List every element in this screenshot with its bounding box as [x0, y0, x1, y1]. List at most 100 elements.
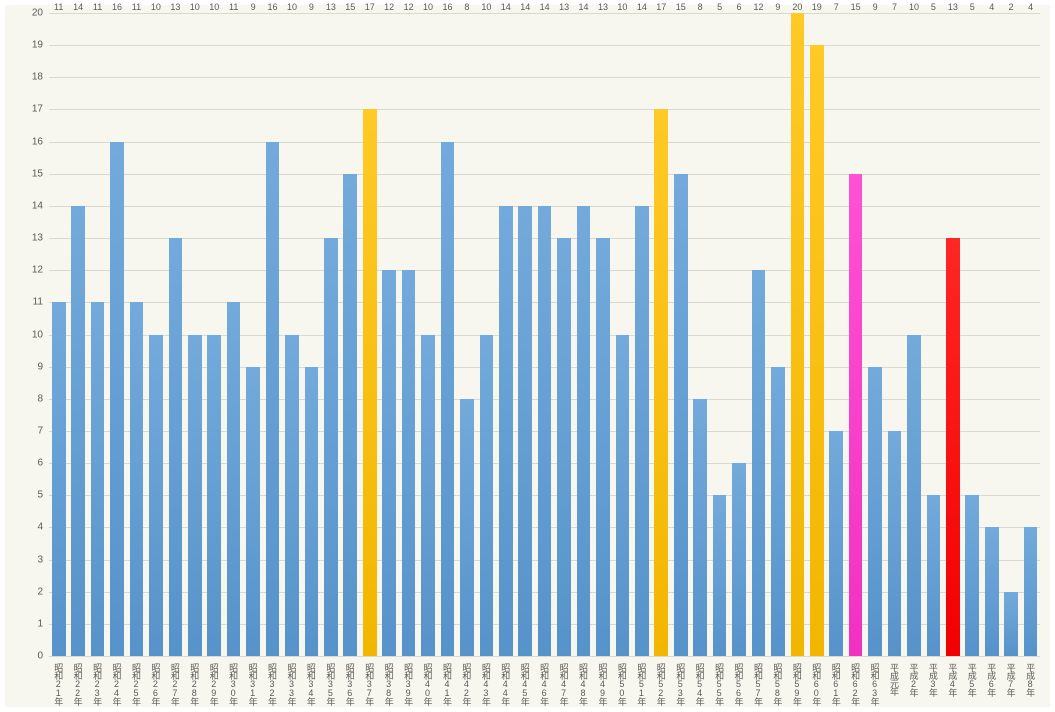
- bar: 10: [207, 335, 221, 657]
- bar-value-label: 10: [423, 2, 433, 12]
- bar-slot: 10: [282, 13, 301, 656]
- bar: 16: [266, 142, 280, 656]
- x-tick-label: 昭和58年: [771, 663, 784, 705]
- bar-value-label: 13: [326, 2, 336, 12]
- x-label-slot: 昭和32年: [263, 659, 282, 707]
- x-label-slot: 昭和30年: [224, 659, 243, 707]
- bar: 7: [888, 431, 902, 656]
- bar: 14: [71, 206, 85, 656]
- bar-slot: 20: [788, 13, 807, 656]
- bar-value-label: 10: [190, 2, 200, 12]
- x-label-slot: 平成2年: [904, 659, 923, 707]
- bar: 8: [693, 399, 707, 656]
- bar-value-label: 8: [464, 2, 469, 12]
- bar-slot: 9: [768, 13, 787, 656]
- x-label-slot: 昭和24年: [107, 659, 126, 707]
- bar-slot: 11: [127, 13, 146, 656]
- x-tick-label: 昭和40年: [422, 663, 435, 705]
- x-tick-label: 昭和41年: [441, 663, 454, 705]
- bar-slot: 10: [904, 13, 923, 656]
- x-tick-label: 昭和61年: [830, 663, 843, 705]
- bar-value-label: 15: [851, 2, 861, 12]
- bar-value-label: 10: [909, 2, 919, 12]
- bar-value-label: 7: [834, 2, 839, 12]
- x-tick-label: 昭和25年: [130, 663, 143, 705]
- bar-value-label: 16: [268, 2, 278, 12]
- bar-value-label: 9: [251, 2, 256, 12]
- bar-slot: 13: [166, 13, 185, 656]
- x-tick-label: 昭和53年: [674, 663, 687, 705]
- bar-slot: 14: [68, 13, 87, 656]
- x-tick-label: 昭和21年: [52, 663, 65, 705]
- bar-slot: 14: [574, 13, 593, 656]
- bar: 10: [616, 335, 630, 657]
- bar-value-label: 14: [520, 2, 530, 12]
- x-tick-label: 昭和32年: [266, 663, 279, 705]
- bar-slot: 9: [243, 13, 262, 656]
- y-tick-label: 15: [32, 168, 49, 179]
- bar-slot: 8: [457, 13, 476, 656]
- x-label-slot: 昭和29年: [205, 659, 224, 707]
- x-tick-label: 昭和24年: [111, 663, 124, 705]
- x-tick-label: 平成3年: [927, 663, 940, 696]
- x-label-slot: 昭和47年: [554, 659, 573, 707]
- bar: 13: [324, 238, 338, 656]
- bar-slot: 17: [360, 13, 379, 656]
- bar-value-label: 11: [229, 2, 238, 12]
- bar: 16: [441, 142, 455, 656]
- x-tick-label: 昭和63年: [869, 663, 882, 705]
- bar-slot: 12: [749, 13, 768, 656]
- bar-value-label: 14: [540, 2, 550, 12]
- bar: 15: [674, 174, 688, 656]
- y-tick-label: 11: [33, 297, 49, 308]
- x-tick-label: 昭和54年: [694, 663, 707, 705]
- bar-value-label: 9: [873, 2, 878, 12]
- x-label-slot: 平成7年: [1001, 659, 1020, 707]
- chart-container: 01234567891011121314151617181920 1114111…: [5, 5, 1050, 707]
- x-tick-label: 平成7年: [1005, 663, 1018, 696]
- bar-slot: 10: [146, 13, 165, 656]
- bar-value-label: 16: [442, 2, 452, 12]
- x-label-slot: 昭和37年: [360, 659, 379, 707]
- bar-value-label: 13: [559, 2, 569, 12]
- y-tick-label: 1: [37, 618, 49, 629]
- bar-value-label: 12: [384, 2, 394, 12]
- x-tick-label: 昭和22年: [72, 663, 85, 705]
- bar: 13: [557, 238, 571, 656]
- bar: 10: [421, 335, 435, 657]
- bar: 9: [771, 367, 785, 656]
- bar-value-label: 8: [698, 2, 703, 12]
- x-tick-label: 昭和60年: [810, 663, 823, 705]
- x-label-slot: 昭和42年: [457, 659, 476, 707]
- bar: 14: [538, 206, 552, 656]
- bar-slot: 2: [1001, 13, 1020, 656]
- bar-slot: 15: [671, 13, 690, 656]
- x-tick-label: 昭和35年: [324, 663, 337, 705]
- x-label-slot: 平成3年: [924, 659, 943, 707]
- bar-slot: 15: [341, 13, 360, 656]
- x-tick-label: 昭和34年: [305, 663, 318, 705]
- x-label-slot: 昭和31年: [243, 659, 262, 707]
- bar: 11: [227, 302, 241, 656]
- bar: 5: [927, 495, 941, 656]
- bar-slot: 11: [49, 13, 68, 656]
- bar-value-label: 12: [753, 2, 763, 12]
- x-label-slot: 昭和49年: [593, 659, 612, 707]
- bar: 12: [752, 270, 766, 656]
- bar: 5: [713, 495, 727, 656]
- y-tick-label: 20: [32, 8, 49, 19]
- bar-slot: 14: [632, 13, 651, 656]
- bar: 6: [732, 463, 746, 656]
- x-label-slot: 昭和33年: [282, 659, 301, 707]
- bar-slot: 13: [554, 13, 573, 656]
- y-tick-label: 9: [37, 361, 49, 372]
- bar-value-label: 10: [151, 2, 161, 12]
- x-tick-label: 昭和49年: [596, 663, 609, 705]
- bar-slot: 5: [710, 13, 729, 656]
- y-tick-label: 16: [32, 136, 49, 147]
- bar-slot: 4: [982, 13, 1001, 656]
- x-label-slot: 平成5年: [963, 659, 982, 707]
- x-tick-label: 昭和45年: [519, 663, 532, 705]
- x-tick-label: 昭和36年: [344, 663, 357, 705]
- bar-value-label: 13: [170, 2, 180, 12]
